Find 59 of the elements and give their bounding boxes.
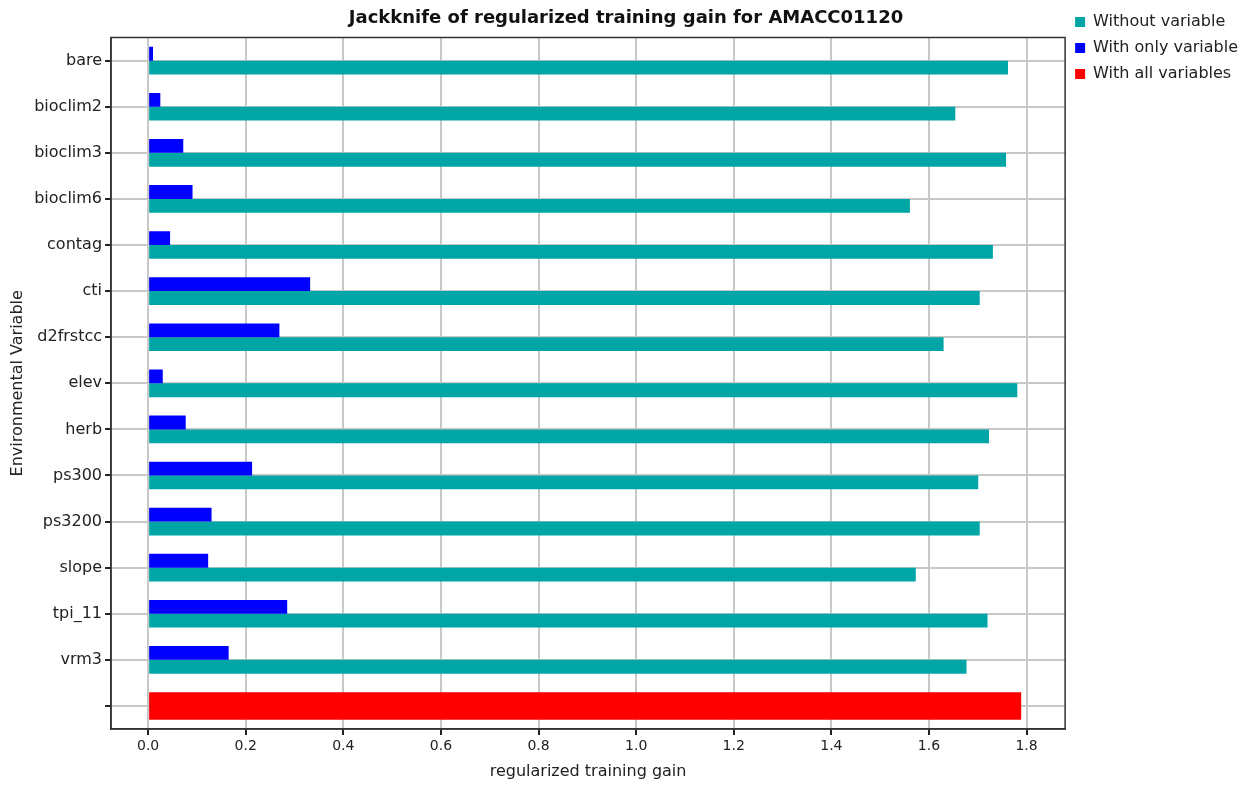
bar: [149, 231, 171, 246]
y-tick-label: elev: [68, 372, 103, 392]
bar: [149, 277, 311, 292]
x-tick-label: 1.6: [917, 737, 941, 754]
bar: [149, 415, 186, 430]
y-axis-title: Environmental Variable: [6, 290, 26, 477]
chart-title: Jackknife of regularized training gain for AMACC01120: [346, 6, 904, 28]
bar: [149, 337, 944, 352]
bar: [149, 507, 212, 522]
bar: [149, 92, 161, 107]
bar: [149, 429, 989, 444]
y-tick-label: ps3200: [42, 510, 103, 530]
y-tick-label: cti: [82, 280, 103, 300]
bar: [149, 553, 209, 568]
x-tick-label: 1.8: [1015, 737, 1038, 754]
x-tick-label: 1.4: [820, 737, 843, 754]
bar: [149, 646, 229, 660]
x-tick-label: 0.6: [429, 737, 453, 754]
bar: [149, 613, 988, 628]
legend-label: With only variable: [1093, 37, 1238, 57]
y-tick-label: bare: [66, 49, 103, 69]
x-tick-label: 1.2: [722, 737, 745, 754]
legend-label: With all variables: [1093, 63, 1232, 83]
bar: [149, 46, 154, 61]
x-tick-label: 0.8: [527, 737, 550, 754]
bar: [149, 139, 184, 153]
y-tick-label: bioclim3: [34, 141, 103, 161]
bar: [149, 369, 163, 384]
y-tick-label: ps300: [53, 464, 103, 484]
bar: [149, 291, 980, 305]
bar: [149, 692, 1022, 720]
bar: [149, 185, 193, 199]
x-tick-label: 0.0: [137, 737, 160, 754]
y-tick-label: tpi_11: [52, 602, 103, 623]
bar: [149, 323, 280, 338]
y-tick-label: herb: [65, 418, 103, 438]
x-axis-title: regularized training gain: [489, 760, 687, 780]
x-tick-label: 0.2: [234, 737, 257, 754]
x-tick-label: 0.4: [332, 737, 355, 754]
y-tick-label: d2frstcc: [37, 326, 103, 346]
bar: [149, 521, 980, 536]
bar: [149, 475, 979, 490]
bar: [149, 599, 288, 614]
bar: [149, 106, 956, 121]
bar: [149, 198, 910, 213]
legend-label: Without variable: [1093, 11, 1226, 31]
y-tick-label: vrm3: [60, 649, 103, 669]
bar: [149, 60, 1009, 75]
bar: [149, 245, 993, 259]
y-tick-label: bioclim6: [34, 188, 103, 208]
y-tick-label: contag: [47, 234, 103, 254]
bar: [149, 659, 967, 674]
bar: [149, 461, 253, 476]
bar: [149, 152, 1007, 167]
y-tick-label: slope: [59, 556, 103, 576]
y-tick-label: bioclim2: [34, 95, 103, 115]
bar: [149, 383, 1018, 398]
bar: [149, 567, 916, 582]
x-tick-label: 1.0: [625, 737, 648, 754]
